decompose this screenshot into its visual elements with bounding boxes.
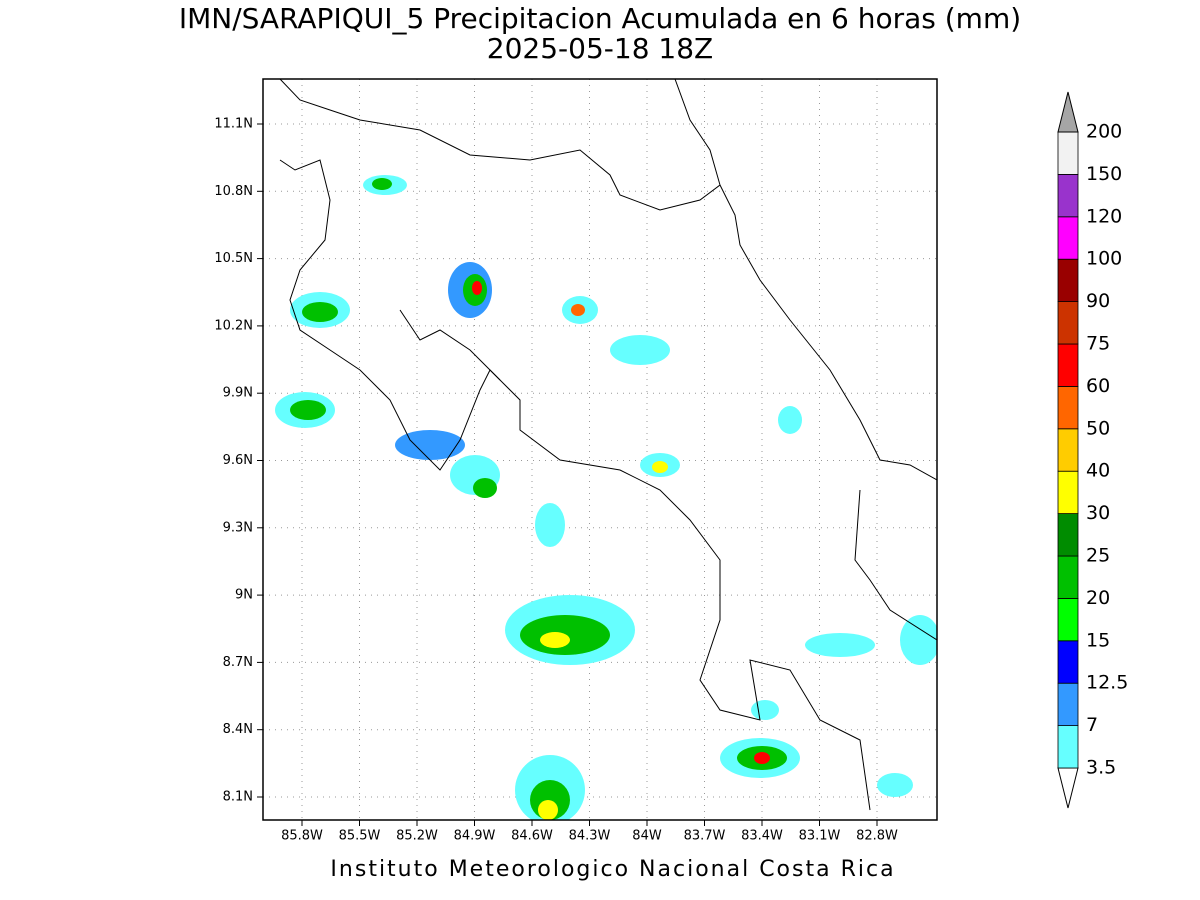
precip-cell bbox=[472, 281, 482, 295]
lon-label: 85.8W bbox=[281, 829, 323, 844]
precip-cell bbox=[652, 461, 668, 473]
colorbar-label: 75 bbox=[1086, 333, 1110, 355]
lat-label: 9.9N bbox=[223, 386, 253, 401]
precip-cell bbox=[877, 773, 913, 797]
colorbar-label: 100 bbox=[1086, 248, 1122, 270]
precip-cell bbox=[290, 400, 326, 420]
precip-cell bbox=[538, 800, 558, 820]
lat-label: 11.1N bbox=[214, 117, 253, 132]
lat-label: 9N bbox=[235, 588, 253, 603]
lat-label: 8.7N bbox=[223, 655, 253, 670]
colorbar-swatch bbox=[1057, 301, 1079, 345]
colorbar-swatch bbox=[1057, 428, 1079, 472]
precip-cell bbox=[900, 615, 937, 665]
colorbar-swatch bbox=[1057, 513, 1079, 557]
colorbar-label: 50 bbox=[1086, 417, 1110, 439]
precip-cell bbox=[372, 178, 392, 190]
colorbar-label: 12.5 bbox=[1086, 672, 1128, 694]
precip-cell bbox=[395, 430, 465, 460]
lat-label: 10.8N bbox=[214, 184, 253, 199]
colorbar-label: 120 bbox=[1086, 205, 1122, 227]
lat-label: 9.6N bbox=[223, 453, 253, 468]
colorbar-swatch bbox=[1057, 343, 1079, 387]
colorbar-label: 60 bbox=[1086, 375, 1110, 397]
colorbar-swatch bbox=[1057, 682, 1079, 727]
lon-label: 83.7W bbox=[684, 829, 726, 844]
coast bbox=[719, 184, 937, 481]
precip-field bbox=[275, 175, 937, 820]
colorbar-label: 3.5 bbox=[1086, 757, 1116, 779]
colorbar-swatch bbox=[1057, 555, 1079, 599]
lon-label: 84.6W bbox=[511, 829, 553, 844]
lon-label: 84.9W bbox=[454, 829, 496, 844]
colorbar-above bbox=[1057, 91, 1079, 133]
precip-cell bbox=[754, 752, 770, 764]
colorbar-swatch bbox=[1057, 598, 1079, 642]
precip-cell bbox=[540, 632, 570, 648]
precip-cell bbox=[610, 335, 670, 365]
lon-label: 84.3W bbox=[569, 829, 611, 844]
colorbar-swatch bbox=[1057, 216, 1079, 260]
colorbar: 3.5 7 12.5 15 20 25 30 40 50 60 75 90 100 120 150 200 bbox=[1057, 91, 1128, 809]
colorbar-label: 200 bbox=[1086, 121, 1122, 143]
map-frame bbox=[262, 78, 938, 821]
colorbar-swatch bbox=[1057, 131, 1079, 175]
colorbar-below bbox=[1057, 767, 1079, 809]
colorbar-label: 25 bbox=[1086, 545, 1110, 567]
precip-cell bbox=[571, 304, 585, 316]
coastline bbox=[279, 79, 937, 811]
precip-cell bbox=[473, 478, 497, 498]
lat-label: 8.4N bbox=[223, 722, 253, 737]
colorbar-label: 7 bbox=[1086, 714, 1098, 736]
colorbar-swatch bbox=[1057, 725, 1079, 769]
lat-label: 9.3N bbox=[223, 520, 253, 535]
precip-cell bbox=[751, 700, 779, 720]
colorbar-swatch bbox=[1057, 640, 1079, 684]
lon-label: 83.4W bbox=[741, 829, 783, 844]
title: IMN/SARAPIQUI_5 Precipitacion Acumulada … bbox=[179, 2, 1021, 35]
ticks: 11.1N 10.8N 10.5N 10.2N 9.9N 9.6N 9.3N 9N 8.7N 8.… bbox=[214, 117, 898, 844]
precip-cell bbox=[302, 302, 338, 322]
lon-label: 85.2W bbox=[396, 829, 438, 844]
grid bbox=[263, 79, 937, 820]
subtitle: 2025-05-18 18Z bbox=[487, 32, 713, 65]
colorbar-label: 15 bbox=[1086, 629, 1110, 651]
lat-label: 8.1N bbox=[223, 790, 253, 805]
colorbar-swatch bbox=[1057, 385, 1079, 430]
lat-label: 10.5N bbox=[214, 251, 253, 266]
gulf bbox=[399, 309, 501, 381]
border bbox=[854, 489, 937, 641]
precip-cell bbox=[778, 406, 802, 434]
colorbar-swatch bbox=[1057, 258, 1079, 303]
lon-label: 85.5W bbox=[339, 829, 381, 844]
lon-label: 83.1W bbox=[799, 829, 841, 844]
precip-cell bbox=[805, 633, 875, 657]
colorbar-label: 40 bbox=[1086, 460, 1110, 482]
colorbar-label: 90 bbox=[1086, 290, 1110, 312]
colorbar-swatch bbox=[1057, 470, 1079, 515]
footer: Instituto Meteorologico Nacional Costa R… bbox=[330, 857, 895, 882]
coast bbox=[279, 159, 871, 811]
colorbar-label: 150 bbox=[1086, 163, 1122, 185]
lon-label: 82.8W bbox=[856, 829, 898, 844]
colorbar-label: 30 bbox=[1086, 502, 1110, 524]
colorbar-swatch bbox=[1057, 173, 1079, 218]
border bbox=[279, 79, 721, 211]
lat-label: 10.2N bbox=[214, 318, 253, 333]
colorbar-label: 20 bbox=[1086, 587, 1110, 609]
precip-cell bbox=[535, 503, 565, 547]
lon-label: 84W bbox=[632, 829, 662, 844]
